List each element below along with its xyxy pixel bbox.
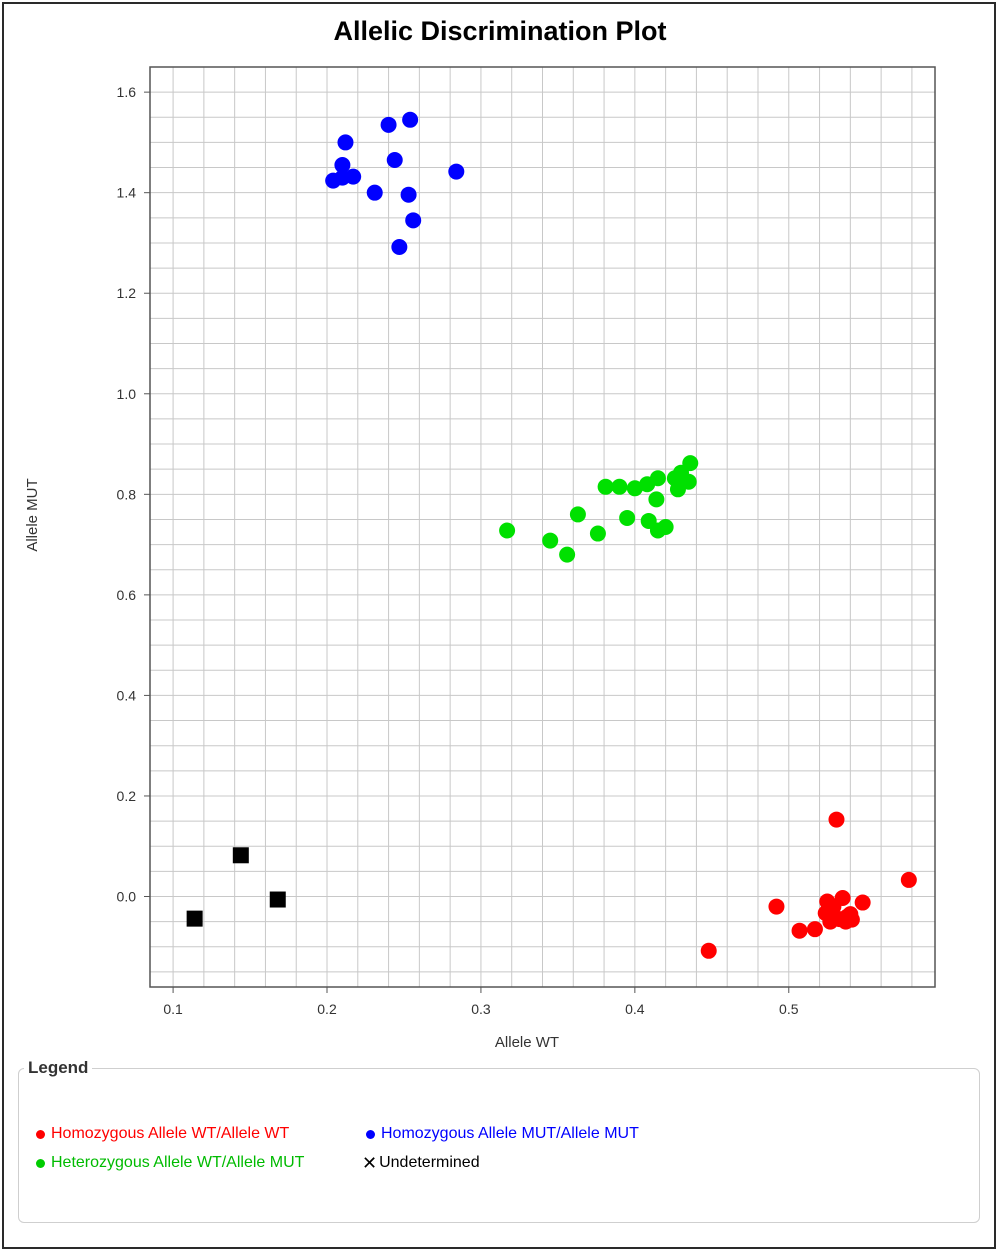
data-point-heterozygous-allele-wt-allele-mut (589, 525, 606, 542)
data-point-homozygous-allele-mut-allele-mut (448, 163, 465, 180)
data-point-heterozygous-allele-wt-allele-mut (499, 522, 516, 539)
data-point-heterozygous-allele-wt-allele-mut (569, 506, 586, 523)
data-point-homozygous-allele-wt-allele-wt (806, 921, 823, 938)
plot-area-border (149, 66, 936, 988)
data-point-heterozygous-allele-wt-allele-mut (619, 509, 636, 526)
plot-axes (149, 66, 936, 988)
legend-label: Heterozygous Allele WT/Allele MUT (51, 1154, 305, 1171)
legend-item-heterozygous: Heterozygous Allele WT/Allele MUT (36, 1154, 304, 1172)
legend-label: Homozygous Allele WT/Allele WT (51, 1125, 290, 1142)
data-point-homozygous-allele-mut-allele-mut (386, 152, 403, 169)
y-tick-label: 0.6 (117, 587, 137, 603)
legend-item-homozygous-wt: Homozygous Allele WT/Allele WT (36, 1125, 289, 1143)
x-mark-icon: ✕ (362, 1153, 378, 1173)
x-tick-label: 0.2 (317, 1001, 337, 1017)
data-point-homozygous-allele-wt-allele-wt (900, 871, 917, 888)
y-tick-label: 1.6 (117, 84, 137, 100)
y-tick-label: 1.4 (117, 185, 137, 201)
green-dot-icon (36, 1158, 45, 1168)
chart-title: Allelic Discrimination Plot (333, 16, 666, 46)
data-point-heterozygous-allele-wt-allele-mut (639, 476, 656, 493)
legend-label: Homozygous Allele MUT/Allele MUT (381, 1125, 639, 1142)
x-tick-label: 0.5 (779, 1001, 799, 1017)
data-point-homozygous-allele-wt-allele-wt (822, 913, 839, 930)
data-point-undetermined (269, 891, 286, 908)
data-point-homozygous-allele-mut-allele-mut (402, 111, 419, 128)
data-point-homozygous-allele-mut-allele-mut (405, 212, 422, 229)
data-point-heterozygous-allele-wt-allele-mut (611, 478, 628, 495)
data-point-homozygous-allele-mut-allele-mut (334, 157, 351, 174)
y-tick-label: 0.8 (117, 486, 137, 502)
legend-title: Legend (24, 1058, 93, 1078)
data-point-homozygous-allele-wt-allele-wt (791, 922, 808, 939)
y-tick-label: 0.4 (117, 687, 137, 703)
data-point-homozygous-allele-mut-allele-mut (366, 184, 383, 201)
x-tick-label: 0.1 (163, 1001, 183, 1017)
x-tick-labels: 0.1 0.2 0.3 0.4 0.5 (163, 987, 799, 1017)
data-point-heterozygous-allele-wt-allele-mut (542, 532, 559, 549)
y-tick-label: 0.2 (117, 788, 137, 804)
y-tick-label: 1.2 (117, 285, 137, 301)
data-point-heterozygous-allele-wt-allele-mut (648, 491, 665, 508)
data-point-homozygous-allele-mut-allele-mut (337, 134, 354, 151)
data-point-homozygous-allele-mut-allele-mut (400, 186, 417, 203)
data-point-heterozygous-allele-wt-allele-mut (559, 546, 576, 563)
y-tick-labels: 0.0 0.2 0.4 0.6 0.8 1.0 1.2 1.4 1.6 (117, 84, 150, 905)
x-tick-label: 0.3 (471, 1001, 491, 1017)
y-tick-label: 0.0 (117, 889, 137, 905)
data-point-homozygous-allele-wt-allele-wt (854, 894, 871, 911)
y-axis-label: Allele MUT (24, 478, 41, 551)
data-point-heterozygous-allele-wt-allele-mut (649, 522, 666, 539)
legend-box (18, 1068, 980, 1223)
y-tick-label: 1.0 (117, 386, 137, 402)
data-point-heterozygous-allele-wt-allele-mut (669, 481, 686, 498)
data-points (186, 111, 917, 959)
data-point-heterozygous-allele-wt-allele-mut (597, 478, 614, 495)
data-point-homozygous-allele-wt-allele-wt (843, 911, 860, 928)
data-point-homozygous-allele-mut-allele-mut (391, 238, 408, 255)
legend-item-undetermined: ✕ Undetermined (362, 1154, 480, 1172)
data-point-homozygous-allele-wt-allele-wt (828, 811, 845, 828)
x-axis-label: Allele WT (495, 1034, 559, 1051)
data-point-homozygous-allele-wt-allele-wt (700, 942, 717, 959)
data-point-undetermined (186, 910, 203, 927)
red-dot-icon (36, 1129, 45, 1139)
x-tick-label: 0.4 (625, 1001, 645, 1017)
legend-item-homozygous-mut: Homozygous Allele MUT/Allele MUT (366, 1125, 639, 1143)
plot-grid (150, 66, 935, 987)
data-point-homozygous-allele-wt-allele-wt (768, 898, 785, 915)
data-point-homozygous-allele-mut-allele-mut (380, 116, 397, 133)
data-point-heterozygous-allele-wt-allele-mut (626, 480, 643, 497)
blue-dot-icon (366, 1129, 375, 1139)
data-point-homozygous-allele-mut-allele-mut (325, 172, 342, 189)
legend-label: Undetermined (379, 1154, 480, 1171)
data-point-undetermined (232, 847, 249, 864)
